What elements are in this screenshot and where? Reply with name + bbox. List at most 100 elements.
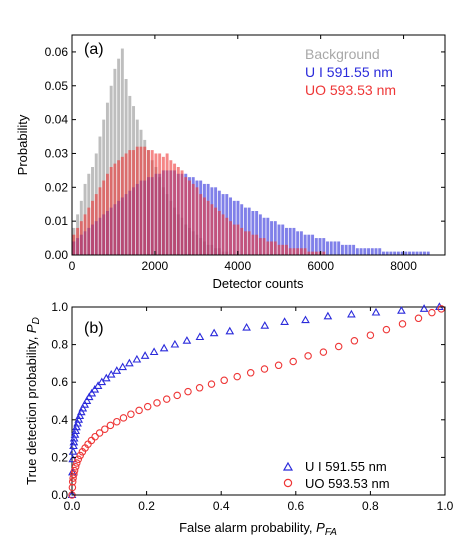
roc-point-triangle [225, 326, 235, 335]
x-tick-label: 0.6 [287, 499, 304, 513]
y-tick-label: 0.06 [45, 45, 69, 59]
x-tick-label: 6000 [307, 259, 334, 273]
histogram-bar [120, 156, 124, 255]
x-tick-label: 0.4 [213, 499, 230, 513]
roc-point-triangle [78, 403, 88, 412]
roc-point-circle [69, 474, 77, 482]
roc-point-circle [143, 402, 152, 411]
histogram-bar [165, 153, 169, 255]
roc-point-triangle [87, 388, 97, 397]
roc-point-circle [207, 380, 216, 388]
roc-point-triangle [69, 437, 79, 446]
roc-point-circle [428, 308, 436, 317]
roc-point-triangle [118, 362, 128, 371]
roc-point-triangle [182, 336, 192, 344]
histogram-bar [117, 160, 121, 255]
histogram-bar [83, 214, 87, 255]
roc-point-triangle [71, 426, 81, 435]
panel-a-frame [71, 34, 446, 256]
histogram-bar [311, 251, 315, 255]
roc-point-circle [68, 478, 77, 486]
roc-point-circle [73, 459, 81, 467]
histogram-bar [296, 231, 300, 255]
roc-point-circle [119, 414, 128, 422]
roc-point-triangle [74, 415, 84, 423]
histogram-bar [355, 248, 359, 255]
legend-roc-uo-593: UO 593.53 nm [305, 476, 390, 491]
histogram-bar [262, 238, 266, 255]
histogram-bar [381, 251, 385, 255]
histogram-bar [202, 197, 206, 255]
roc-point-circle [113, 417, 121, 426]
roc-point-triangle [323, 311, 333, 320]
histogram-bar [251, 234, 255, 255]
histogram-bar [240, 227, 244, 255]
panel-a-label: (a) [84, 41, 104, 58]
histogram-bar [378, 248, 382, 255]
roc-point-triangle [68, 447, 78, 455]
histogram-bar [188, 180, 191, 255]
roc-point-triangle [242, 322, 251, 331]
histogram-bar [98, 187, 102, 255]
legend-triangle-marker [282, 461, 294, 471]
roc-point-circle [173, 391, 181, 400]
panel-b-roc: 0.0 0.2 0.4 0.6 0.8 1.0 0.0 0.2 0.4 0.6 0.8 1.0 (b… [24, 300, 454, 538]
histogram-bar [79, 221, 83, 255]
histogram-bar [143, 146, 147, 255]
histogram-bar [102, 180, 106, 255]
x-tick-label: 4000 [224, 259, 251, 273]
y-tick-label: 1.0 [51, 300, 68, 314]
histogram-bar [109, 167, 113, 255]
roc-point-triangle [149, 347, 159, 356]
roc-point-circle [91, 432, 99, 441]
histogram-bar [337, 241, 341, 255]
x-tick-label: 0 [69, 259, 76, 273]
histogram-bar [255, 234, 259, 255]
histogram-bar [367, 248, 370, 255]
histogram-bar [292, 248, 296, 255]
histogram-bar [311, 234, 315, 255]
roc-point-circle [101, 425, 109, 433]
roc-point-triangle [72, 422, 81, 431]
x-tick-label: 2000 [142, 259, 169, 273]
histogram-bar [400, 251, 404, 255]
histogram-bar [273, 221, 277, 255]
y-tick-label: 0.05 [45, 79, 69, 93]
histogram-bar [262, 217, 266, 255]
roc-point-circle [95, 429, 104, 437]
histogram-bar [393, 251, 397, 255]
roc-point-triangle [82, 396, 92, 404]
roc-point-triangle [209, 328, 219, 337]
histogram-bar [210, 204, 214, 255]
histogram-bar [169, 160, 173, 255]
histogram-bar [139, 146, 143, 255]
histogram-bar [329, 241, 333, 255]
roc-point-triangle [435, 302, 444, 310]
histogram-bar [285, 227, 288, 255]
roc-point-circle [70, 470, 78, 479]
histogram-bar [352, 244, 356, 255]
panel-a-x-ticks: 0 2000 4000 6000 8000 [69, 35, 417, 273]
histogram-bar [299, 248, 303, 255]
histogram-bar [72, 234, 76, 255]
histogram-bar [117, 58, 121, 255]
histogram-bar [184, 177, 188, 255]
legend-u-591: U I 591.55 nm [305, 64, 393, 80]
x-tick-label: 0.0 [64, 499, 81, 513]
histogram-bar [113, 163, 117, 255]
histogram-bar [176, 167, 180, 255]
roc-point-circle [233, 372, 241, 381]
panel-a-y-ticks: 0.00 0.01 0.02 0.03 0.04 0.05 0.06 [45, 45, 445, 262]
histogram-bar [277, 244, 281, 255]
histogram-bar [307, 234, 311, 255]
roc-point-triangle [301, 315, 310, 324]
histogram-bar [161, 156, 165, 255]
histogram-bar [91, 200, 94, 255]
roc-point-circle [71, 463, 80, 471]
roc-point-triangle [347, 309, 356, 318]
histogram-bar [314, 238, 318, 255]
roc-point-circle [195, 384, 204, 392]
panel-b-frame [71, 306, 446, 496]
roc-point-circle [437, 305, 446, 313]
histogram-bar [333, 241, 337, 255]
